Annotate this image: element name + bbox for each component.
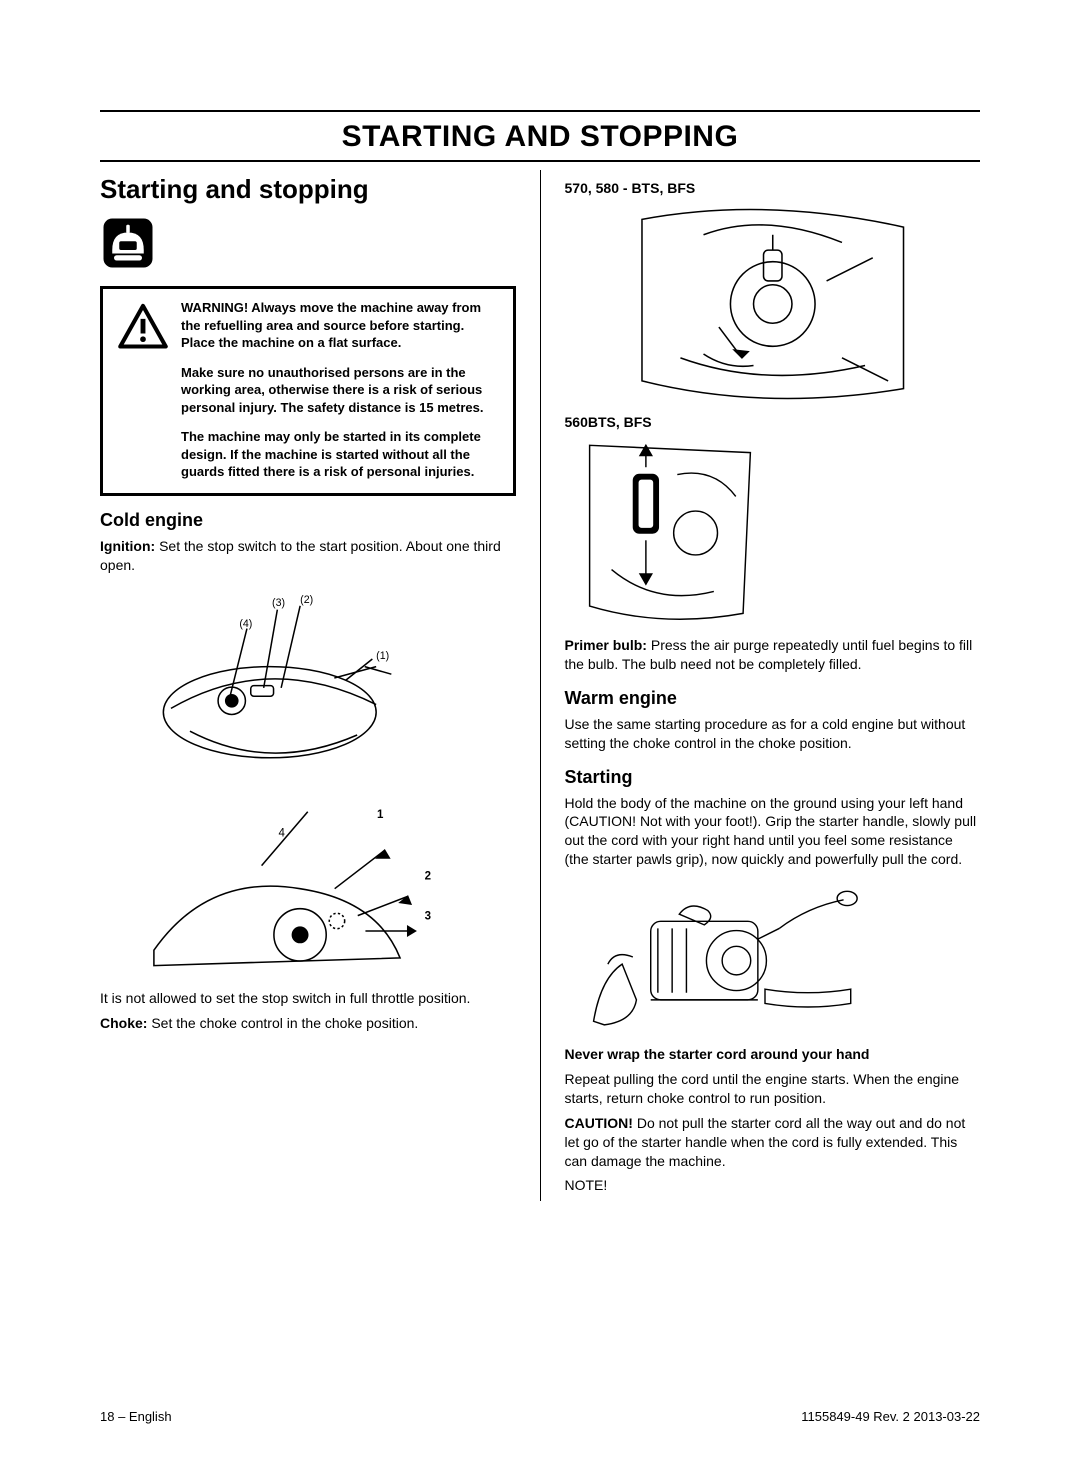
section-heading: Starting and stopping: [100, 174, 516, 205]
warning-icon: [117, 301, 169, 353]
model-560: 560BTS, BFS: [565, 414, 981, 430]
left-column: Starting and stopping WARNING! Alw: [100, 170, 516, 1201]
right-column: 570, 580 - BTS, BFS 560BTS, B: [565, 170, 981, 1201]
cold-engine-heading: Cold engine: [100, 510, 516, 531]
choke-text: Choke: Set the choke control in the chok…: [100, 1014, 516, 1033]
choke-570-diagram: [565, 204, 981, 404]
svg-text:(4): (4): [239, 618, 252, 630]
footer-left: 18 – English: [100, 1409, 172, 1424]
helmet-icon: [100, 215, 516, 276]
never-wrap-text: Never wrap the starter cord around your …: [565, 1045, 981, 1064]
repeat-text: Repeat pulling the cord until the engine…: [565, 1070, 981, 1108]
model-570-580: 570, 580 - BTS, BFS: [565, 180, 981, 196]
footer-right: 1155849-49 Rev. 2 2013-03-22: [801, 1409, 980, 1424]
ignition-text: Ignition: Set the stop switch to the sta…: [100, 537, 516, 575]
svg-text:4: 4: [279, 827, 286, 839]
caution-text: CAUTION! Do not pull the starter cord al…: [565, 1114, 981, 1171]
svg-text:3: 3: [425, 910, 431, 922]
svg-text:1: 1: [377, 809, 384, 821]
throttle-diagram: 1 4 2 3: [100, 781, 516, 981]
warm-engine-heading: Warm engine: [565, 688, 981, 709]
starting-illustration: [565, 877, 865, 1037]
svg-text:2: 2: [425, 870, 431, 882]
note-text: NOTE!: [565, 1176, 981, 1195]
svg-text:(2): (2): [300, 593, 313, 605]
warning-box: WARNING! Always move the machine away fr…: [100, 286, 516, 496]
svg-text:(1): (1): [376, 650, 389, 662]
warning-p2: Make sure no unauthorised persons are in…: [181, 364, 499, 417]
choke-560-diagram: [565, 438, 775, 628]
warning-p3: The machine may only be started in its c…: [181, 428, 499, 481]
starting-heading: Starting: [565, 767, 981, 788]
not-allowed-text: It is not allowed to set the stop switch…: [100, 989, 516, 1008]
warning-p1: WARNING! Always move the machine away fr…: [181, 299, 499, 352]
starting-text: Hold the body of the machine on the grou…: [565, 794, 981, 870]
primer-text: Primer bulb: Press the air purge repeate…: [565, 636, 981, 674]
page-title: STARTING AND STOPPING: [100, 120, 980, 154]
stop-switch-diagram: (4) (3) (2) (1): [100, 583, 516, 773]
warm-engine-text: Use the same starting procedure as for a…: [565, 715, 981, 753]
svg-text:(3): (3): [272, 597, 285, 609]
